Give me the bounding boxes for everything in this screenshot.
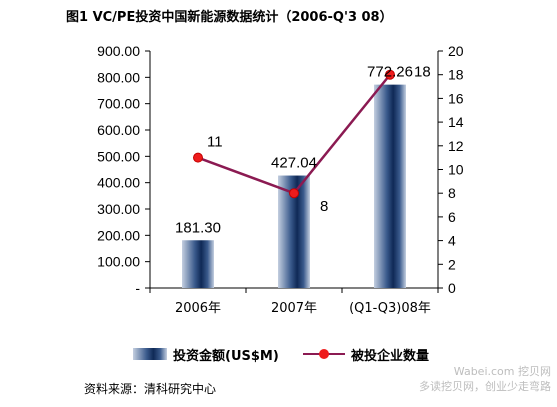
bar-series <box>182 84 406 288</box>
y-left-tick-label: 200.00 <box>97 227 140 243</box>
watermark-line-1: Wabei.com 挖贝网 <box>453 365 551 378</box>
line-point <box>193 152 203 163</box>
y-left-tick-label: 600.00 <box>97 122 140 138</box>
y-right-tick-label: 2 <box>448 256 456 272</box>
legend-line-swatch <box>303 348 345 360</box>
y-right-tick-label: 14 <box>448 114 464 130</box>
bar-value-label: 181.30 <box>175 219 221 236</box>
y-left-tick-label: 700.00 <box>97 96 140 112</box>
x-tick-label: 2006年 <box>175 301 221 316</box>
y-left-tick-label: - <box>135 280 140 296</box>
legend: 投资金额(US$M) 被投企业数量 <box>125 343 485 365</box>
line-point <box>289 188 299 199</box>
y-left-tick-label: 300.00 <box>97 201 140 217</box>
line-value-label: 11 <box>207 134 223 151</box>
line-series <box>193 69 395 199</box>
y-left-tick-label: 900.00 <box>97 43 140 59</box>
legend-label-line: 被投企业数量 <box>351 348 430 364</box>
y-right-tick-label: 8 <box>448 185 456 201</box>
x-tick-label: 2007年 <box>271 301 317 316</box>
x-tick-label: (Q1-Q3)08年 <box>349 301 431 316</box>
y-right-tick-label: 16 <box>448 90 464 106</box>
legend-item-bar: 投资金额(US$M) <box>133 343 279 365</box>
line-point <box>385 69 395 80</box>
y-left-tick-label: 400.00 <box>97 175 140 191</box>
y-right-tick-label: 0 <box>448 280 456 296</box>
legend-bar-swatch <box>133 348 167 360</box>
source-note: 资料来源：清科研究中心 <box>84 382 217 396</box>
legend-item-line: 被投企业数量 <box>303 343 429 365</box>
series-line <box>197 73 391 195</box>
combo-chart: - 100.00 200.00 300.00 400.00 500.00 600.00 700… <box>97 43 464 316</box>
watermark: Wabei.com 挖贝网 多读挖贝网，创业少走弯路 <box>419 364 551 394</box>
y-right-tick-label: 4 <box>448 233 456 249</box>
line-value-label: 8 <box>320 198 328 215</box>
bar <box>374 84 406 288</box>
chart-title: 图1 VC/PE投资中国新能源数据统计（2006-Q'3 08） <box>66 10 393 25</box>
y-right-tick-label: 12 <box>448 138 464 154</box>
y-right-tick-label: 20 <box>448 43 464 59</box>
y-right-tick-label: 10 <box>448 162 464 178</box>
line-value-label: 18 <box>414 64 431 81</box>
y-right-tick-label: 6 <box>448 209 456 225</box>
bar-value-label: 427.04 <box>271 155 317 172</box>
watermark-line-2: 多读挖贝网，创业少走弯路 <box>419 380 551 393</box>
bar-value-label: 772.26 <box>367 64 413 81</box>
y-left-tick-label: 800.00 <box>97 69 140 85</box>
bar <box>182 240 214 288</box>
data-labels: 181.30 427.04 772.26 11 8 18 <box>175 64 431 237</box>
y-left-tick-label: 100.00 <box>97 254 140 270</box>
y-right-tick-label: 18 <box>448 67 464 83</box>
legend-label-bar: 投资金额(US$M) <box>173 348 279 364</box>
y-left-tick-label: 500.00 <box>97 148 140 164</box>
chart-axes: - 100.00 200.00 300.00 400.00 500.00 600.00 700… <box>97 43 464 316</box>
